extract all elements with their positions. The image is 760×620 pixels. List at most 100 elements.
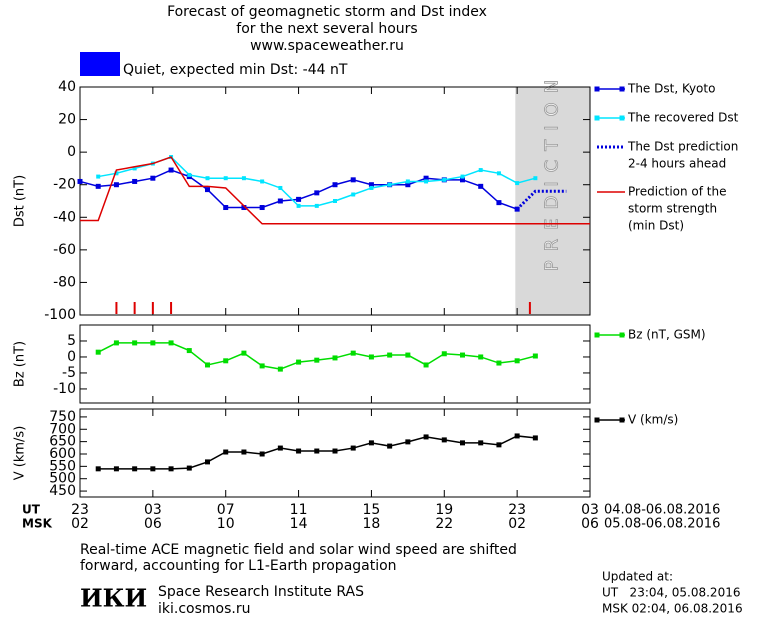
y-tick-label: -10 — [53, 381, 76, 397]
x-tick-label-msk: 02 — [71, 516, 89, 532]
x-tick-label: 23 — [508, 502, 526, 518]
legend-label: 2-4 hours ahead — [628, 157, 726, 171]
series-marker — [241, 350, 247, 356]
series-marker — [296, 203, 301, 208]
series-marker — [132, 340, 138, 346]
series-marker — [496, 442, 502, 448]
y-tick-label: 500 — [49, 471, 76, 487]
y-tick-label: 450 — [49, 483, 76, 499]
ut-label: UT — [22, 503, 41, 517]
series-marker — [205, 459, 210, 465]
updated-line: Updated at: — [602, 570, 673, 584]
series-marker — [423, 175, 429, 181]
series-marker — [113, 182, 119, 188]
legend-marker — [594, 332, 600, 338]
series-marker — [424, 179, 429, 184]
series-marker — [241, 449, 247, 455]
series-marker — [223, 205, 229, 211]
series-marker — [515, 181, 520, 186]
y-tick-label: 20 — [58, 112, 76, 128]
series-marker — [441, 437, 447, 443]
series-marker — [150, 340, 156, 346]
series-marker — [223, 358, 229, 364]
legend-marker — [619, 417, 625, 423]
series-marker — [132, 178, 138, 184]
series-marker — [205, 176, 210, 181]
y-axis-label: Bz (nT) — [13, 341, 28, 387]
series-marker — [132, 166, 137, 171]
series-marker — [278, 185, 283, 190]
legend-label: Prediction of the — [628, 185, 727, 199]
series-marker — [332, 182, 338, 188]
series-marker — [496, 360, 502, 366]
series-marker — [314, 190, 320, 196]
series-marker — [95, 466, 101, 472]
series-marker — [405, 352, 411, 358]
series-marker — [423, 434, 429, 440]
series-marker — [460, 352, 465, 358]
series-marker — [460, 177, 465, 183]
series-marker — [460, 174, 465, 179]
series-marker — [241, 176, 246, 181]
x-tick-label: 23 — [71, 502, 89, 518]
prediction-region — [515, 87, 590, 315]
site: iki.cosmos.ru — [158, 601, 250, 617]
x-tick-label-msk: 06 — [144, 516, 162, 532]
series-marker — [187, 172, 192, 177]
series-marker — [405, 179, 410, 184]
series-marker — [405, 439, 411, 445]
legend-marker — [619, 115, 625, 121]
series-marker — [514, 358, 520, 364]
x-tick-label-msk: 14 — [290, 516, 308, 532]
title-line: for the next several hours — [236, 21, 417, 37]
series-marker — [533, 176, 538, 181]
y-axis-label: V (km/s) — [13, 426, 28, 481]
legend-label: V (km/s) — [628, 413, 678, 427]
status-text: Quiet, expected min Dst: -44 nT — [123, 62, 348, 78]
legend-marker — [594, 115, 600, 121]
y-tick-label: 0 — [67, 349, 76, 365]
series-marker — [368, 182, 374, 188]
series-marker — [496, 200, 502, 206]
y-tick-label: -100 — [44, 307, 76, 323]
updated-line: MSK 02:04, 06.08.2016 — [602, 602, 743, 616]
series-marker — [259, 451, 265, 457]
legend-marker — [594, 86, 600, 92]
x-tick-label: 11 — [290, 502, 308, 518]
series-line — [80, 156, 590, 225]
y-axis-label: Dst (nT) — [13, 175, 28, 227]
y-tick-label: 650 — [49, 434, 76, 450]
title-line: www.spaceweather.ru — [250, 38, 404, 54]
series-marker — [95, 183, 101, 189]
series-marker — [96, 174, 101, 179]
x-tick-label: 15 — [363, 502, 381, 518]
y-tick-label: 40 — [58, 79, 76, 95]
series-marker — [168, 466, 174, 472]
series-marker — [296, 196, 302, 202]
x-tick-label-msk: 10 — [217, 516, 235, 532]
series-line — [79, 169, 518, 210]
series-marker — [478, 183, 484, 189]
msk-dates: 05.08-06.08.2016 — [604, 517, 720, 532]
series-marker — [150, 175, 156, 181]
series-marker — [168, 167, 174, 173]
ut-dates: 04.08-06.08.2016 — [604, 503, 720, 518]
series-marker — [441, 351, 447, 357]
series-marker — [332, 355, 338, 361]
footer-note: forward, accounting for L1-Earth propaga… — [80, 558, 397, 574]
y-tick-label: 550 — [49, 458, 76, 474]
legend-label: The recovered Dst — [627, 111, 739, 125]
series-marker — [368, 440, 374, 446]
series-marker — [150, 466, 156, 472]
series-marker — [423, 362, 429, 368]
y-tick-label: -40 — [53, 209, 76, 225]
series-marker — [478, 440, 484, 446]
series-marker — [241, 205, 247, 211]
y-tick-label: 5 — [67, 333, 76, 349]
series-marker — [259, 363, 265, 369]
series-marker — [350, 350, 356, 356]
footer-note: Real-time ACE magnetic field and solar w… — [80, 542, 517, 558]
series-marker — [132, 466, 138, 472]
